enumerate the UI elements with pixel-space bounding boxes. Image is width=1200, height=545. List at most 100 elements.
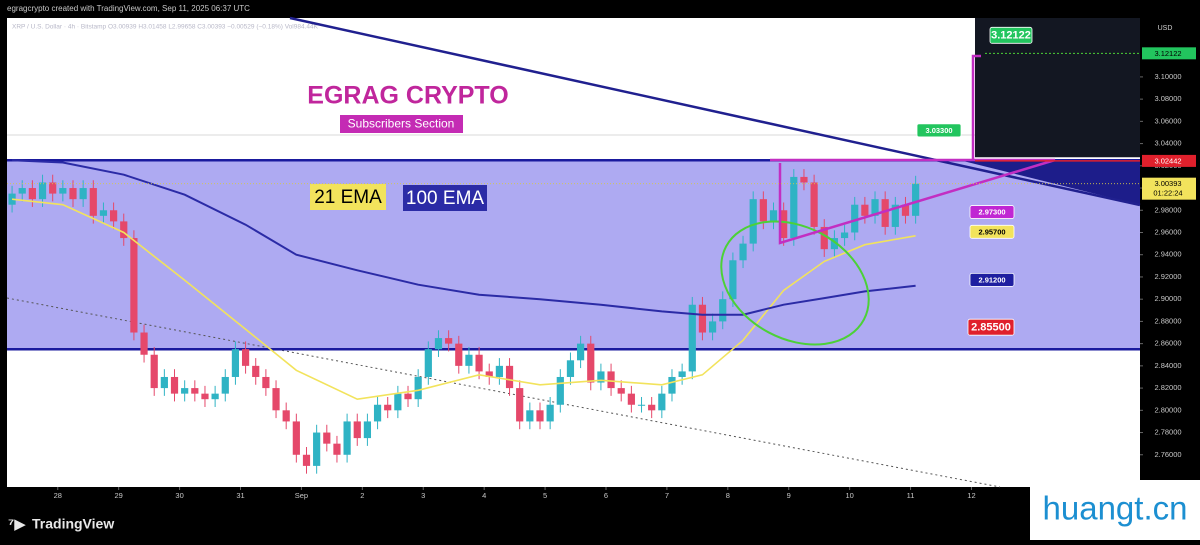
chart-subtitle: Subscribers Section xyxy=(348,117,455,131)
y-tick-label: 3.10000 xyxy=(1154,72,1181,81)
legend-box xyxy=(403,185,487,211)
candle-body xyxy=(851,204,859,233)
dark-zone xyxy=(975,18,1140,158)
y-tick-label: 2.98000 xyxy=(1154,205,1181,214)
candle-body xyxy=(272,388,280,411)
watermark: huangt.cn xyxy=(1043,490,1188,527)
candle-body xyxy=(678,371,686,377)
x-tick-label: 30 xyxy=(175,491,183,500)
candle-body xyxy=(89,188,97,216)
candle-body xyxy=(485,371,493,377)
symbol-line: XRP / U.S. Dollar · 4h · Bitstamp O3.009… xyxy=(12,24,319,31)
highlight-ellipse xyxy=(720,220,870,346)
candle-body xyxy=(607,371,615,389)
candle-body xyxy=(455,343,463,366)
candle-body xyxy=(556,376,564,405)
axis-badge-label: 3.00393 xyxy=(1154,179,1181,188)
candle-body xyxy=(729,260,737,300)
x-tick-label: 7 xyxy=(665,491,669,500)
axis-badge-label: 3.02442 xyxy=(1154,156,1181,165)
y-tick-label: 2.80000 xyxy=(1154,405,1181,414)
legend-label: 21 EMA xyxy=(314,187,382,208)
axis-badge-sublabel: 01:22:24 xyxy=(1153,189,1182,198)
candle-body xyxy=(160,376,168,389)
candle-body xyxy=(698,304,707,333)
candle-body xyxy=(475,354,483,372)
x-tick-label: 29 xyxy=(115,491,123,500)
candle-body xyxy=(881,199,889,227)
candle-body xyxy=(18,188,26,194)
candle-body xyxy=(201,393,209,400)
x-tick-label: 10 xyxy=(845,491,853,500)
candle-body xyxy=(627,393,635,405)
candle-body xyxy=(292,421,300,455)
candle-body xyxy=(8,193,16,205)
y-tick-label: 3.08000 xyxy=(1154,94,1181,103)
candle-body xyxy=(150,354,158,389)
candle-body xyxy=(759,199,767,222)
price-label-box xyxy=(967,318,1015,336)
y-tick-label: 2.82000 xyxy=(1154,383,1181,392)
candle-body xyxy=(211,393,219,400)
triangle-pattern xyxy=(770,158,1056,245)
x-tick-label: 11 xyxy=(907,491,915,500)
x-tick-label: Sep xyxy=(295,491,308,500)
candle-body xyxy=(445,338,453,344)
candle-body xyxy=(414,376,422,400)
candle-body xyxy=(28,188,36,200)
wedge-fill xyxy=(960,160,1140,205)
x-tick-label: 3 xyxy=(421,491,425,500)
x-tick-label: 28 xyxy=(54,491,62,500)
price-label-box xyxy=(989,26,1033,44)
candle-body xyxy=(394,393,402,411)
candle-body xyxy=(130,238,138,333)
watermark-box xyxy=(1030,480,1200,540)
y-tick-label: 2.88000 xyxy=(1154,316,1181,325)
y-tick-label: 2.96000 xyxy=(1154,227,1181,236)
price-label-box xyxy=(969,224,1015,239)
candle-body xyxy=(384,404,392,411)
price-label: 3.03300 xyxy=(925,126,952,135)
header: egragcrypto created with TradingView.com… xyxy=(7,4,250,13)
y-tick-label: 2.92000 xyxy=(1154,272,1181,281)
candle-body xyxy=(526,410,534,422)
candle-body xyxy=(505,365,514,389)
candle-body xyxy=(719,299,727,322)
ema-line xyxy=(12,159,916,316)
brand-logo: ⁷▶ TradingView xyxy=(8,516,114,533)
candle-body xyxy=(465,354,473,366)
candle-body xyxy=(566,360,575,377)
candle-body xyxy=(861,204,869,216)
candle-body xyxy=(363,421,372,439)
candle-body xyxy=(901,204,910,216)
candle-body xyxy=(516,388,524,422)
candle-body xyxy=(140,332,148,355)
brand: TradingView xyxy=(32,516,114,532)
candle-body xyxy=(424,349,432,377)
candle-body xyxy=(648,404,656,411)
candle-body xyxy=(69,188,77,200)
candle-body xyxy=(323,432,331,444)
x-tick-label: 8 xyxy=(726,491,730,500)
candle-body xyxy=(181,388,189,394)
y-tick-label: 2.84000 xyxy=(1154,361,1181,370)
candle-body xyxy=(769,210,778,222)
y-tick-label: 3.06000 xyxy=(1154,116,1181,125)
brand-icon: ⁷▶ xyxy=(8,516,26,533)
y-tick-label: 2.90000 xyxy=(1154,294,1181,303)
subtitle-box xyxy=(340,115,463,133)
candle-body xyxy=(170,376,179,394)
candle-body xyxy=(38,182,47,200)
candle-body xyxy=(99,210,108,216)
x-tick-label: 6 xyxy=(604,491,608,500)
price-label: 2.97300 xyxy=(978,208,1005,217)
candle-body xyxy=(891,204,899,227)
candle-body xyxy=(840,232,849,239)
ema-line xyxy=(12,198,916,401)
candle-body xyxy=(912,183,920,216)
axis-badge xyxy=(1142,47,1196,60)
candle-body xyxy=(830,238,839,250)
y-tick-label: 2.78000 xyxy=(1154,428,1181,437)
candle-body xyxy=(262,376,270,389)
